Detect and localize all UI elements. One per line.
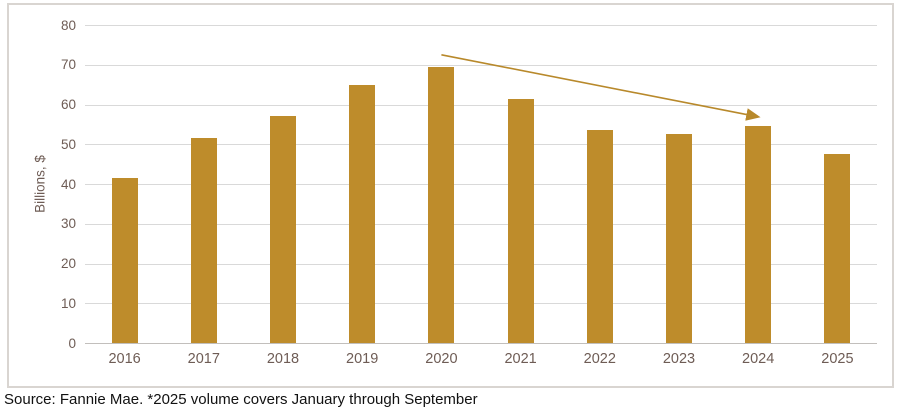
y-axis-title: Billions, $ (32, 155, 48, 213)
gridline (85, 223, 877, 225)
y-tick-label: 50 (60, 136, 76, 152)
gridline (85, 25, 877, 26)
bar-2024 (745, 126, 772, 343)
bar-2023 (666, 134, 692, 343)
gridline (85, 104, 877, 106)
bar-2020 (428, 66, 455, 343)
y-tick-label: 60 (60, 97, 76, 112)
y-tick-label: 30 (60, 216, 76, 232)
bar-2019 (349, 84, 376, 343)
bar-2017 (190, 138, 217, 343)
x-tick-label: 2025 (821, 351, 854, 367)
y-tick-label: 0 (68, 335, 76, 351)
x-tick-label: 2022 (583, 351, 616, 367)
x-tick-label: 2017 (187, 351, 220, 367)
bar-2018 (270, 116, 296, 343)
x-tick-label: 2016 (108, 351, 141, 367)
x-tick-label: 2023 (662, 351, 696, 367)
gridline (85, 303, 877, 305)
x-tick-label: 2020 (425, 351, 458, 367)
y-tick-label: 40 (60, 176, 76, 192)
x-tick-label: 2024 (742, 351, 775, 367)
y-tick-label: 70 (60, 57, 76, 73)
gridline (85, 144, 877, 146)
bar-2025 (824, 154, 851, 343)
x-tick-label: 2019 (346, 351, 379, 367)
bar-2022 (586, 130, 613, 343)
bar-2021 (507, 98, 534, 343)
y-tick-label: 10 (60, 295, 76, 311)
gridline (85, 263, 877, 265)
y-tick-label: 80 (60, 17, 76, 33)
source-note: Source: Fannie Mae. *2025 volume covers … (4, 391, 478, 408)
x-tick-label: 2018 (266, 351, 300, 367)
gridline (85, 64, 877, 66)
x-tick-label: 2021 (504, 351, 537, 367)
bar-2016 (111, 178, 138, 343)
x-axis-line (85, 343, 877, 344)
y-tick-label: 20 (60, 256, 76, 271)
gridline (85, 184, 877, 185)
